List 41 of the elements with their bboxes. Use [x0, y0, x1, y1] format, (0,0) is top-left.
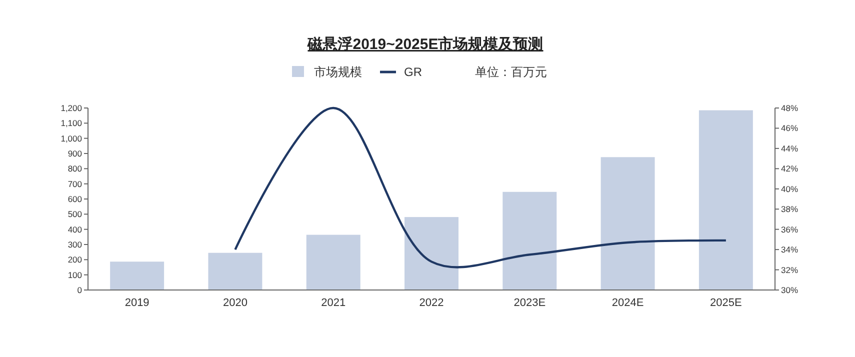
chart-title: 磁悬浮2019~2025E市场规模及预测 — [306, 35, 544, 53]
y2-tick-label: 48% — [781, 103, 798, 113]
y2-tick-label: 40% — [781, 184, 798, 194]
legend-label: 市场规模 — [314, 65, 362, 79]
bar — [404, 217, 458, 290]
y2-tick-label: 46% — [781, 123, 798, 134]
y2-tick-label: 34% — [781, 244, 798, 255]
legend-label: GR — [404, 65, 422, 79]
y-tick-label: 400 — [68, 224, 82, 234]
y2-tick-label: 32% — [781, 264, 798, 275]
y-tick-label: 1,200 — [60, 103, 82, 113]
x-tick-label: 2020 — [222, 297, 248, 309]
bar — [698, 110, 753, 290]
y-tick-label: 1,000 — [60, 133, 82, 144]
x-tick-label: 2024E — [612, 297, 644, 309]
x-tick-label: 2023E — [514, 297, 546, 309]
y-tick-label: 600 — [68, 194, 82, 204]
bar — [208, 252, 262, 290]
y2-tick-label: 42% — [781, 164, 798, 174]
bar — [110, 262, 164, 290]
x-tick-label: 2022 — [419, 297, 444, 309]
bar — [306, 234, 360, 290]
y-tick-label: 1,100 — [60, 118, 82, 128]
y-tick-label: 300 — [68, 240, 82, 250]
y2-tick-label: 44% — [781, 143, 798, 154]
y-tick-label: 800 — [68, 164, 82, 174]
y-tick-label: 900 — [68, 148, 82, 158]
x-tick-label: 2019 — [124, 297, 150, 309]
text: 单位：百万元 — [475, 65, 547, 79]
bar — [502, 192, 557, 290]
y2-tick-label: 38% — [781, 204, 798, 214]
bar — [600, 157, 655, 290]
y2-tick-label: 36% — [781, 224, 798, 234]
y-tick-label: 700 — [68, 178, 82, 189]
x-tick-label: 2025E — [710, 297, 742, 309]
y2-tick-label: 30% — [781, 285, 798, 295]
y-tick-label: 0 — [77, 285, 82, 295]
x-tick-label: 2021 — [321, 297, 346, 309]
y-tick-label: 500 — [68, 209, 82, 220]
y-tick-label: 200 — [68, 254, 82, 265]
y-tick-label: 100 — [68, 270, 82, 280]
